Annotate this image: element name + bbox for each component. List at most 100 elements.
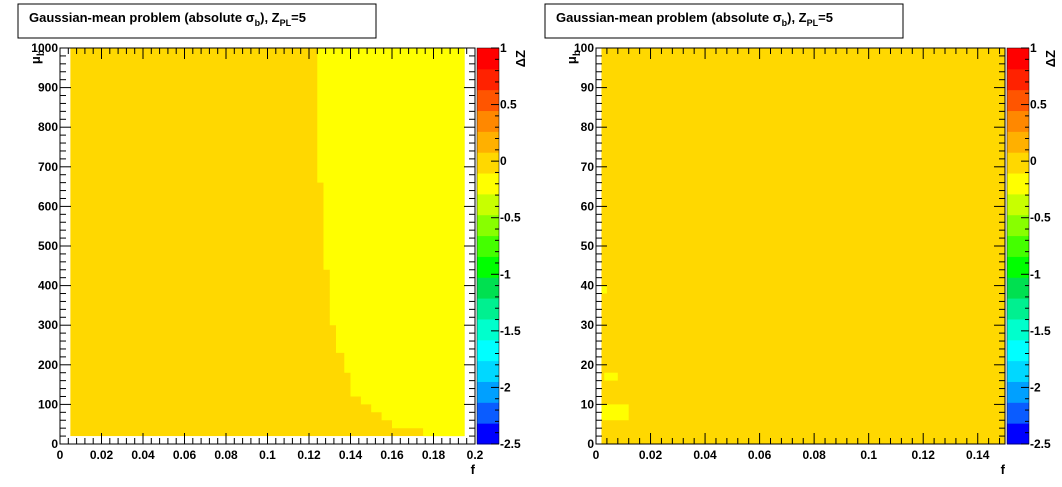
colorbar-segment bbox=[1007, 193, 1029, 216]
title-part-z-sub: PL bbox=[807, 18, 819, 28]
x-tick-label: 0.08 bbox=[214, 448, 238, 462]
y-axis-label: μb bbox=[564, 50, 583, 64]
colorbar-segment bbox=[477, 235, 499, 257]
x-tick-label: 0 bbox=[593, 448, 600, 462]
x-tick-label: 0.04 bbox=[693, 448, 717, 462]
y-tick-label: 200 bbox=[38, 358, 58, 372]
colorbar-segment bbox=[477, 214, 499, 237]
x-tick-label: 0.14 bbox=[339, 448, 363, 462]
y-tick-label: 700 bbox=[38, 160, 58, 174]
y-tick-label: 0 bbox=[587, 437, 594, 451]
colorbar-segment bbox=[477, 339, 499, 362]
colorbar-tick-label: -1 bbox=[500, 267, 511, 281]
y-tick-label: 90 bbox=[581, 81, 595, 95]
title-part-prefix: Gaussian-mean problem (absolute bbox=[556, 10, 773, 25]
colorbar-segment bbox=[477, 381, 499, 403]
y-axis-label: μb bbox=[28, 50, 47, 64]
x-axis-label: f bbox=[471, 462, 476, 477]
x-axis-label: f bbox=[1001, 462, 1006, 477]
x-tick-label: 0.06 bbox=[173, 448, 197, 462]
y-tick-label: 800 bbox=[38, 120, 58, 134]
colorbar-segment bbox=[477, 152, 499, 174]
colorbar-tick-label: -1.5 bbox=[1030, 324, 1051, 338]
x-tick-label: 0.1 bbox=[860, 448, 877, 462]
colorbar-tick-label: -2.5 bbox=[500, 437, 521, 451]
y-axis-label-main: μ bbox=[28, 56, 43, 64]
y-tick-label: 60 bbox=[581, 199, 595, 213]
heatmap-panel-left: 0 0.02 0.04 0.06 0.08 0.1 0.12 0.14 0.16 0.18 0.2 0… bbox=[17, 3, 528, 477]
colorbar-segment bbox=[1007, 339, 1029, 362]
colorbar-segment bbox=[477, 318, 499, 341]
colorbar-segment bbox=[1007, 131, 1029, 153]
title-part-suffix: =5 bbox=[291, 10, 306, 25]
title-part-z-sub: PL bbox=[280, 18, 292, 28]
x-tick-label: 0.06 bbox=[748, 448, 772, 462]
y-axis-label-sub: b bbox=[36, 50, 47, 56]
y-tick-label: 100 bbox=[38, 397, 58, 411]
colorbar-tick-label: 1 bbox=[1030, 41, 1037, 55]
y-tick-label: 500 bbox=[38, 239, 58, 253]
colorbar-segment bbox=[477, 193, 499, 216]
colorbar-segment bbox=[477, 298, 499, 320]
colorbar-tick-label: -2 bbox=[500, 380, 511, 394]
heatmap-region-0 bbox=[317, 48, 465, 437]
x-tick-label: 0.18 bbox=[422, 448, 446, 462]
colorbar-segment bbox=[1007, 68, 1029, 91]
x-tick-label: 0.1 bbox=[259, 448, 276, 462]
x-tick-label: 0.14 bbox=[966, 448, 990, 462]
colorbar-frame bbox=[1006, 47, 1030, 445]
colorbar-segment bbox=[477, 173, 499, 195]
heatmap-region-2 bbox=[601, 285, 607, 294]
colorbar-segment bbox=[1007, 360, 1029, 382]
colorbar-segment bbox=[1007, 298, 1029, 320]
y-tick-label: 100 bbox=[574, 41, 594, 55]
y-tick-label: 50 bbox=[581, 239, 595, 253]
colorbar-segment bbox=[1007, 173, 1029, 195]
title-box bbox=[544, 3, 904, 39]
heatmap-panel-right: 0 0.02 0.04 0.06 0.08 0.1 0.12 0.14010203040506… bbox=[544, 3, 1058, 477]
title-part-sigma-sub: b bbox=[782, 18, 788, 28]
title-part-sigma-sub: b bbox=[255, 18, 261, 28]
title-part-prefix: Gaussian-mean problem (absolute bbox=[29, 10, 246, 25]
y-tick-label: 40 bbox=[581, 279, 595, 293]
y-tick-label: 80 bbox=[581, 120, 595, 134]
colorbar-segment bbox=[1007, 402, 1029, 424]
colorbar-segment bbox=[1007, 381, 1029, 403]
colorbar-tick-label: 1 bbox=[500, 41, 507, 55]
colorbar-segment bbox=[1007, 214, 1029, 237]
colorbar-segment bbox=[477, 89, 499, 112]
y-tick-label: 400 bbox=[38, 279, 58, 293]
title-box bbox=[17, 3, 377, 39]
colorbar-segment bbox=[1007, 256, 1029, 278]
x-tick-label: 0 bbox=[57, 448, 64, 462]
x-tick-label: 0.08 bbox=[802, 448, 826, 462]
heatmap-region-0 bbox=[601, 404, 629, 421]
colorbar-segment bbox=[1007, 48, 1029, 70]
colorbar-segment bbox=[1007, 235, 1029, 257]
colorbar-segment bbox=[477, 131, 499, 153]
colorbar-tick-label: -2.5 bbox=[1030, 437, 1051, 451]
colorbar-frame bbox=[476, 47, 500, 445]
colorbar-segment bbox=[1007, 277, 1029, 299]
colorbar-segment bbox=[1007, 89, 1029, 112]
colorbar-tick-label: 0.5 bbox=[500, 98, 517, 112]
colorbar-tick-label: 0 bbox=[1030, 154, 1037, 168]
colorbar-tick-label: -2 bbox=[1030, 380, 1041, 394]
colorbar-segment bbox=[1007, 318, 1029, 341]
colorbar-segment bbox=[477, 256, 499, 278]
y-tick-label: 600 bbox=[38, 199, 58, 213]
colorbar-segment bbox=[477, 423, 499, 445]
y-tick-label: 0 bbox=[51, 437, 58, 451]
colorbar-segment bbox=[1007, 152, 1029, 174]
x-tick-label: 0.04 bbox=[131, 448, 155, 462]
x-tick-label: 0.02 bbox=[639, 448, 663, 462]
title-part-sigma: σ bbox=[246, 10, 255, 25]
colorbar-label: ΔZ bbox=[1043, 50, 1058, 67]
colorbar-segment bbox=[477, 68, 499, 91]
chart-title: Gaussian-mean problem (absolute σb), ZPL… bbox=[29, 10, 306, 28]
heatmap-background-cells bbox=[601, 48, 1005, 444]
y-tick-label: 70 bbox=[581, 160, 595, 174]
y-tick-label: 300 bbox=[38, 318, 58, 332]
colorbar-label: ΔZ bbox=[513, 50, 528, 67]
